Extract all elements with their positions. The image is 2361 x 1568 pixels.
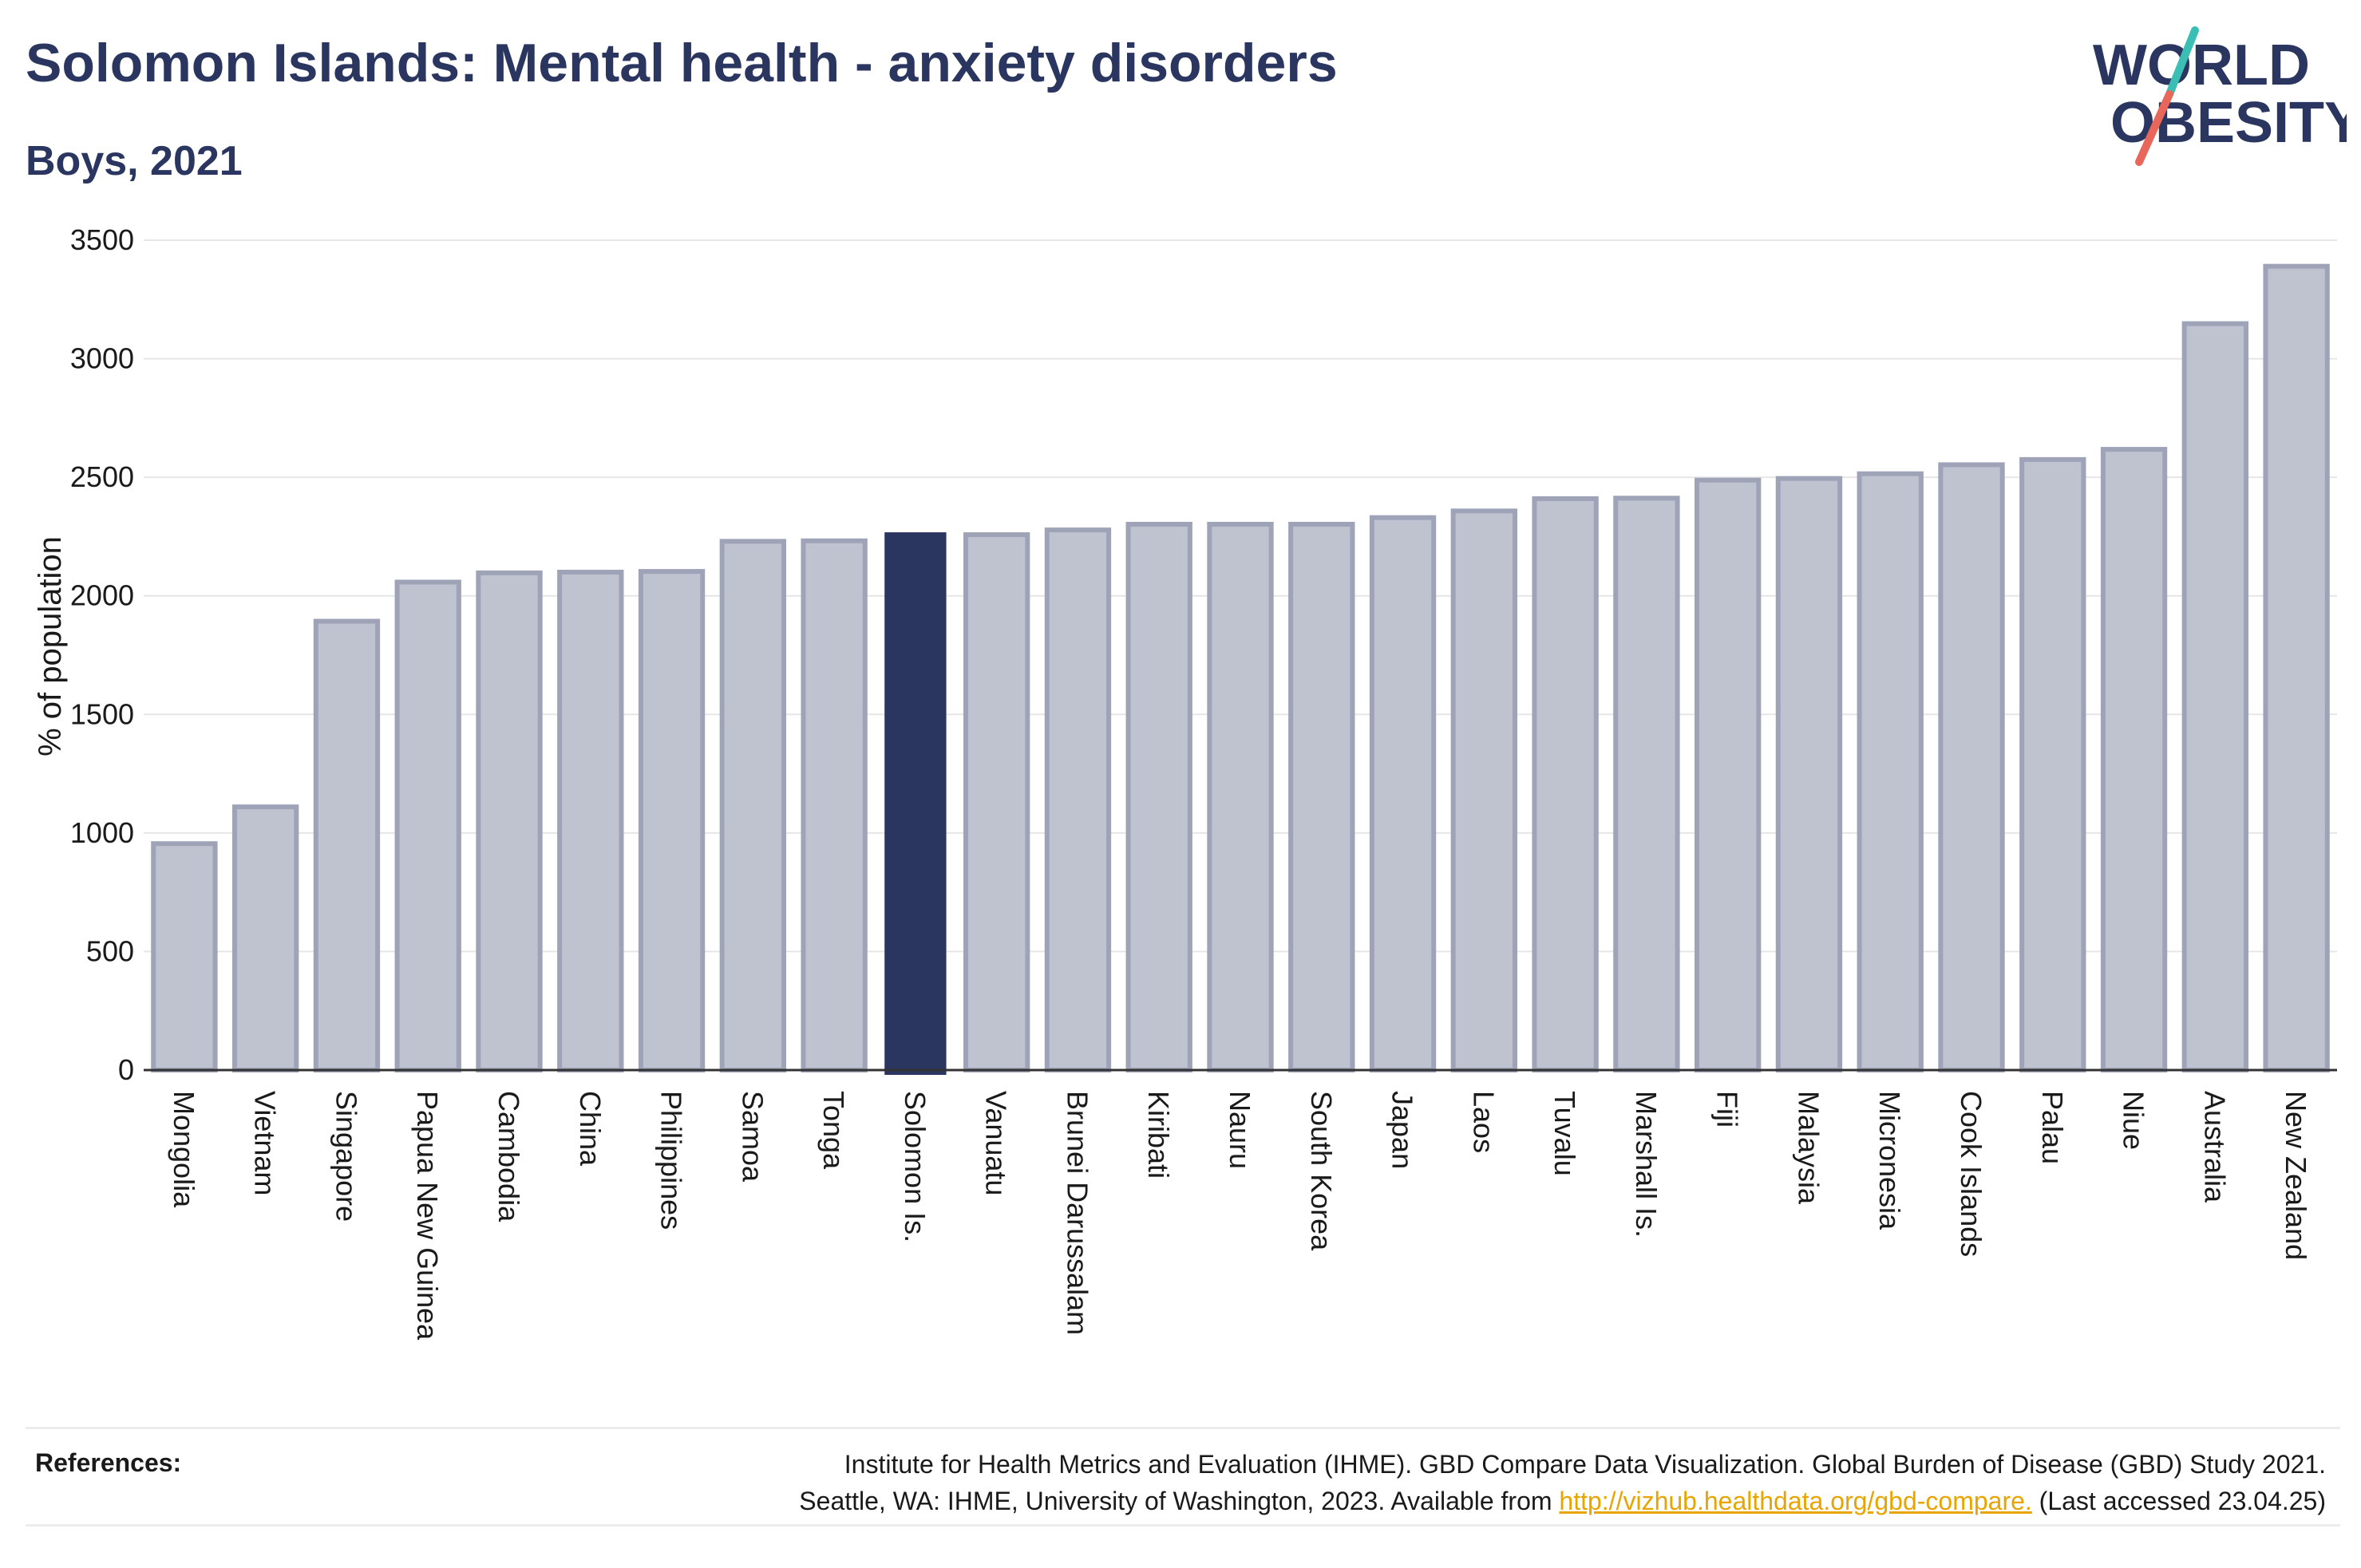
reference-line-2: Seattle, WA: IHME, University of Washing… — [490, 1483, 2326, 1519]
chart-title: Solomon Islands: Mental health - anxiety… — [26, 33, 1338, 93]
x-tick-label: Niue — [2118, 1091, 2150, 1150]
bar — [2263, 263, 2330, 1072]
references-label: References: — [35, 1448, 182, 1477]
bar — [1207, 521, 1274, 1072]
x-tick-label: Tuvalu — [1548, 1091, 1581, 1176]
bars — [151, 263, 2330, 1075]
y-axis-title: % of population — [33, 536, 68, 756]
y-axis-ticks: 0 500 1000 1500 2000 2500 3000 3500 — [70, 223, 134, 1086]
bar — [1450, 508, 1518, 1072]
gbd-compare-link[interactable]: http://vizhub.healthdata.org/gbd-compare… — [1559, 1487, 2032, 1515]
bar — [151, 841, 218, 1072]
bar — [2181, 321, 2249, 1072]
x-tick-label: Australia — [2198, 1091, 2231, 1203]
bar — [638, 569, 706, 1072]
x-tick-label: China — [574, 1091, 607, 1167]
bar — [1857, 471, 1924, 1072]
bar — [1938, 462, 2005, 1072]
bar-highlighted — [884, 532, 947, 1075]
bar — [313, 618, 381, 1072]
bar-chart: 0 500 1000 1500 2000 2500 3000 3500 Mongolia Vie… — [33, 223, 2337, 1341]
references-divider-top — [26, 1427, 2340, 1429]
references-divider-bottom — [26, 1524, 2340, 1527]
chart-subtitle: Boys, 2021 — [26, 138, 243, 184]
x-tick-label: Nauru — [1224, 1091, 1256, 1169]
bar — [719, 539, 787, 1072]
x-tick-label: Japan — [1386, 1091, 1419, 1169]
reference-line-1: Institute for Health Metrics and Evaluat… — [844, 1450, 2326, 1479]
bar — [476, 570, 543, 1072]
x-tick-label: Vietnam — [249, 1091, 282, 1195]
x-tick-label: Brunei Darussalam — [1061, 1091, 1093, 1335]
x-tick-label: Mongolia — [168, 1091, 200, 1208]
x-tick-label: Vanuatu — [980, 1091, 1013, 1195]
x-tick-label: Palau — [2036, 1091, 2069, 1164]
bar — [963, 532, 1030, 1072]
world-obesity-logo: WORLD OBESITY — [2093, 26, 2347, 166]
y-tick-label: 0 — [118, 1053, 134, 1086]
x-tick-label: South Korea — [1305, 1091, 1338, 1251]
x-tick-label: Tonga — [817, 1091, 850, 1170]
y-tick-label: 2000 — [70, 579, 134, 612]
logo-slash-bottom-icon — [2135, 90, 2173, 166]
bar — [1613, 496, 1680, 1072]
reference-line-2-prefix: Seattle, WA: IHME, University of Washing… — [799, 1487, 1552, 1515]
x-tick-label: Micronesia — [1873, 1091, 1906, 1230]
x-axis-labels: Mongolia Vietnam Singapore Papua New Guinea… — [168, 1091, 2312, 1341]
x-tick-label: Philippines — [655, 1091, 688, 1230]
bar — [2100, 447, 2168, 1072]
y-tick-label: 500 — [86, 934, 134, 967]
logo-slash-top-icon — [2165, 26, 2199, 98]
y-tick-label: 2500 — [70, 460, 134, 493]
y-tick-label: 1000 — [70, 816, 134, 849]
x-tick-label: Fiji — [1711, 1091, 1744, 1128]
x-tick-label: Kiribati — [1142, 1091, 1175, 1179]
bar — [1694, 477, 1762, 1072]
bar — [2019, 456, 2086, 1072]
y-tick-label: 3000 — [70, 342, 134, 375]
bar — [801, 538, 868, 1072]
bar — [1044, 527, 1112, 1072]
bar — [394, 579, 461, 1072]
x-tick-label: Laos — [1467, 1091, 1500, 1153]
x-tick-label: Marshall Is. — [1630, 1091, 1663, 1238]
bar — [557, 570, 624, 1072]
bar — [1125, 521, 1192, 1072]
bar — [1369, 515, 1437, 1072]
bar — [1775, 476, 1843, 1072]
bar — [231, 804, 299, 1073]
x-tick-label: Papua New Guinea — [411, 1091, 444, 1341]
bar — [1532, 496, 1599, 1072]
logo-text-world: WORLD — [2093, 34, 2310, 97]
references-text: Institute for Health Metrics and Evaluat… — [490, 1446, 2326, 1519]
reference-line-2-suffix: (Last accessed 23.04.25) — [2039, 1487, 2326, 1515]
x-tick-label: Solomon Is. — [899, 1091, 931, 1242]
x-tick-label: Malaysia — [1792, 1091, 1825, 1205]
x-tick-label: Samoa — [736, 1091, 769, 1183]
y-tick-label: 1500 — [70, 697, 134, 730]
x-tick-label: Cook Islands — [1955, 1091, 1987, 1257]
x-tick-label: New Zealand — [2280, 1091, 2312, 1260]
bar — [1288, 521, 1355, 1072]
x-tick-label: Singapore — [330, 1091, 362, 1222]
y-tick-label: 3500 — [70, 223, 134, 256]
x-tick-label: Cambodia — [492, 1091, 525, 1222]
